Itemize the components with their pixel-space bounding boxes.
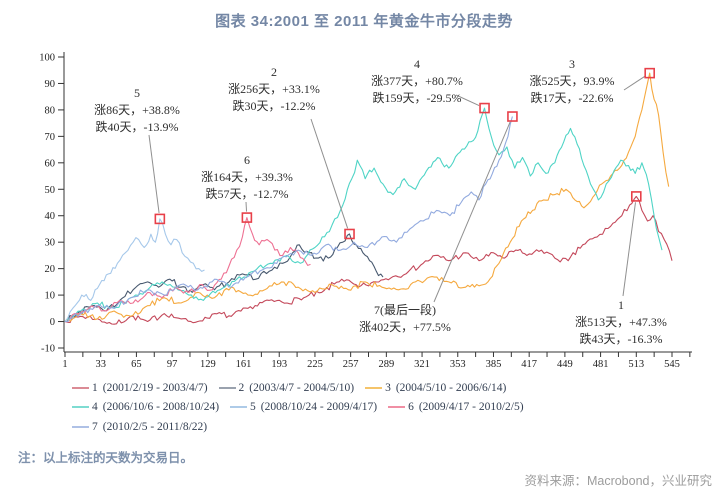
series-line-1 bbox=[64, 195, 673, 325]
y-tick-label: 60 bbox=[45, 158, 56, 169]
peak-marker-1 bbox=[630, 191, 642, 202]
legend-series-period: (2006/10/6 - 2008/10/24) bbox=[102, 401, 220, 414]
legend-series-number: 2 bbox=[238, 381, 245, 394]
x-tick-label: 289 bbox=[378, 359, 394, 370]
x-tick-label: 65 bbox=[131, 359, 142, 370]
leader-line-7 bbox=[433, 121, 511, 303]
legend-swatch-6 bbox=[388, 406, 406, 409]
legend-swatch-5 bbox=[230, 406, 248, 409]
x-tick-label: 449 bbox=[557, 359, 573, 370]
legend-item-7: 7 (2010/2/5 - 2011/8/22) bbox=[72, 421, 207, 433]
legend-series-period: (2001/2/19 - 2003/4/7) bbox=[102, 381, 208, 394]
legend-series-period: (2010/2/5 - 2011/8/22) bbox=[102, 420, 208, 433]
series-line-4 bbox=[64, 107, 663, 322]
legend-series-period: (2009/4/17 - 2010/2/5) bbox=[418, 401, 524, 414]
legend-swatch-3 bbox=[365, 386, 383, 389]
x-tick-label: 193 bbox=[271, 359, 287, 370]
peak-marker-2 bbox=[344, 228, 355, 240]
series-line-3 bbox=[64, 72, 670, 322]
peak-marker-7 bbox=[507, 111, 518, 122]
x-tick-label: 1 bbox=[62, 359, 67, 370]
y-tick-label: 30 bbox=[45, 238, 56, 249]
x-tick-label: 513 bbox=[628, 359, 644, 370]
legend-row: 7 (2010/2/5 - 2011/8/22) bbox=[72, 417, 712, 437]
x-tick-label: 417 bbox=[521, 359, 537, 370]
chart-title: 图表 34:2001 至 2011 年黄金牛市分段走势 bbox=[215, 13, 513, 30]
source-credit: 资料来源：Macrobond，兴业研究 bbox=[524, 474, 712, 488]
y-tick-label: 0 bbox=[50, 317, 55, 328]
y-tick-label: 90 bbox=[45, 79, 56, 90]
y-tick-label: 20 bbox=[45, 264, 56, 275]
x-tick-label: 353 bbox=[450, 359, 466, 370]
y-tick-label: 50 bbox=[45, 185, 56, 196]
y-tick-label: -10 bbox=[41, 344, 55, 355]
leader-line-1 bbox=[622, 202, 636, 297]
x-tick-label: 129 bbox=[200, 359, 216, 370]
x-tick-label: 257 bbox=[343, 359, 359, 370]
peak-marker-6 bbox=[241, 212, 253, 223]
legend-row: 1 (2001/2/19 - 2003/4/7) 2 (2003/4/7 - 2004… bbox=[72, 378, 712, 398]
leader-line-5 bbox=[148, 134, 160, 214]
leader-line-2 bbox=[310, 118, 349, 229]
x-tick-label: 545 bbox=[664, 359, 680, 370]
legend-swatch-7 bbox=[72, 425, 89, 428]
legend-series-number: 7 bbox=[92, 420, 98, 433]
x-tick-label: 225 bbox=[307, 359, 323, 370]
footnote: 注：以上标注的天数为交易日。 bbox=[18, 451, 194, 465]
legend-series-number: 3 bbox=[385, 381, 391, 394]
y-tick-label: 100 bbox=[39, 53, 55, 64]
x-tick-label: 481 bbox=[593, 359, 609, 370]
peak-marker-4 bbox=[479, 102, 490, 114]
peak-marker-3 bbox=[644, 67, 655, 79]
legend-item-6: 6 (2009/4/17 - 2010/2/5) bbox=[388, 401, 524, 413]
y-tick-label: 10 bbox=[45, 291, 56, 302]
chart-legend: 1 (2001/2/19 - 2003/4/7) 2 (2003/4/7 - 2004… bbox=[72, 378, 712, 437]
legend-swatch-2 bbox=[218, 386, 236, 389]
x-tick-label: 321 bbox=[414, 359, 430, 370]
y-tick-label: 40 bbox=[45, 211, 56, 222]
legend-series-period: (2004/5/10 - 2006/6/14) bbox=[395, 381, 507, 394]
legend-series-period: (2008/10/24 - 2009/4/17) bbox=[260, 401, 378, 414]
legend-series-number: 6 bbox=[408, 401, 414, 414]
legend-series-number: 4 bbox=[92, 401, 98, 414]
leader-line-3 bbox=[623, 76, 645, 91]
y-tick-label: 80 bbox=[45, 105, 56, 116]
legend-item-2: 2 (2003/4/7 - 2004/5/10) bbox=[218, 381, 355, 394]
series-line-6 bbox=[64, 217, 311, 323]
legend-item-3: 3 (2004/5/10 - 2006/6/14) bbox=[365, 382, 506, 394]
legend-item-1: 1 (2001/2/19 - 2003/4/7) bbox=[72, 382, 208, 394]
legend-item-4: 4 (2006/10/6 - 2008/10/24) bbox=[72, 401, 219, 413]
legend-series-period: (2003/4/7 - 2004/5/10) bbox=[249, 381, 355, 394]
x-tick-label: 33 bbox=[95, 359, 106, 370]
legend-series-number: 5 bbox=[250, 401, 256, 414]
leader-line-4 bbox=[455, 94, 480, 107]
legend-swatch-1 bbox=[72, 386, 89, 389]
series-line-7 bbox=[64, 116, 513, 323]
x-tick-label: 97 bbox=[167, 359, 178, 370]
y-tick-label: 70 bbox=[45, 132, 56, 143]
legend-item-5: 5 (2008/10/24 - 2009/4/17) bbox=[230, 401, 377, 413]
leader-line-6 bbox=[245, 201, 248, 212]
peak-marker-5 bbox=[154, 213, 166, 225]
legend-row: 4 (2006/10/6 - 2008/10/24) 5 (2008/10/24 - … bbox=[72, 398, 712, 418]
legend-swatch-4 bbox=[72, 406, 89, 409]
x-tick-label: 385 bbox=[486, 359, 502, 370]
x-tick-label: 161 bbox=[236, 359, 252, 370]
series-line-5 bbox=[64, 218, 205, 322]
legend-series-number: 1 bbox=[92, 381, 98, 394]
